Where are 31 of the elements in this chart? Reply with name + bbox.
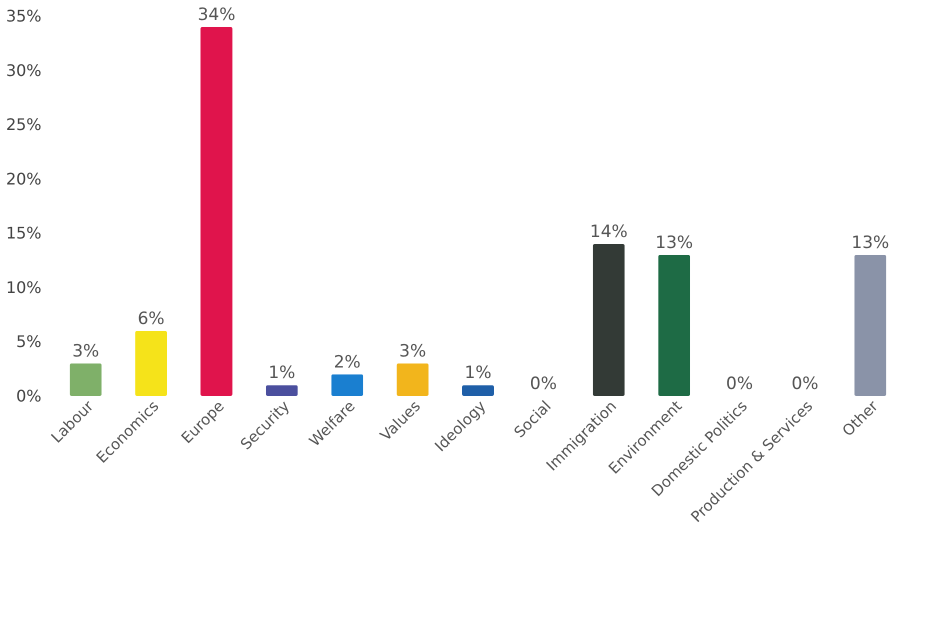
y-tick-label: 20% xyxy=(6,169,42,188)
data-label: 13% xyxy=(655,232,694,253)
data-label: 1% xyxy=(464,363,492,384)
bar xyxy=(462,385,494,396)
bar xyxy=(658,254,690,396)
y-tick-label: 0% xyxy=(16,386,42,406)
data-label: 34% xyxy=(198,4,236,25)
bar xyxy=(266,385,298,396)
data-label: 0% xyxy=(530,374,557,394)
data-label: 3% xyxy=(399,341,426,362)
bar xyxy=(854,254,886,396)
data-label: 13% xyxy=(851,232,890,253)
data-label: 6% xyxy=(138,308,165,329)
data-label: 0% xyxy=(726,374,754,394)
y-tick-label: 35% xyxy=(6,6,42,26)
y-tick-label: 25% xyxy=(6,115,42,134)
bar xyxy=(135,330,168,396)
bar xyxy=(592,244,625,396)
bar xyxy=(200,26,232,396)
data-label: 3% xyxy=(72,341,100,362)
data-label: 14% xyxy=(590,222,628,242)
y-tick-label: 5% xyxy=(16,332,42,352)
bar xyxy=(396,363,429,396)
bar xyxy=(331,374,364,396)
y-tick-label: 15% xyxy=(6,224,42,243)
data-label: 2% xyxy=(334,352,361,372)
y-tick-label: 30% xyxy=(6,60,42,80)
data-label: 1% xyxy=(268,363,296,384)
bar xyxy=(70,363,102,396)
y-tick-label: 10% xyxy=(6,278,42,297)
data-label: 0% xyxy=(791,374,818,394)
